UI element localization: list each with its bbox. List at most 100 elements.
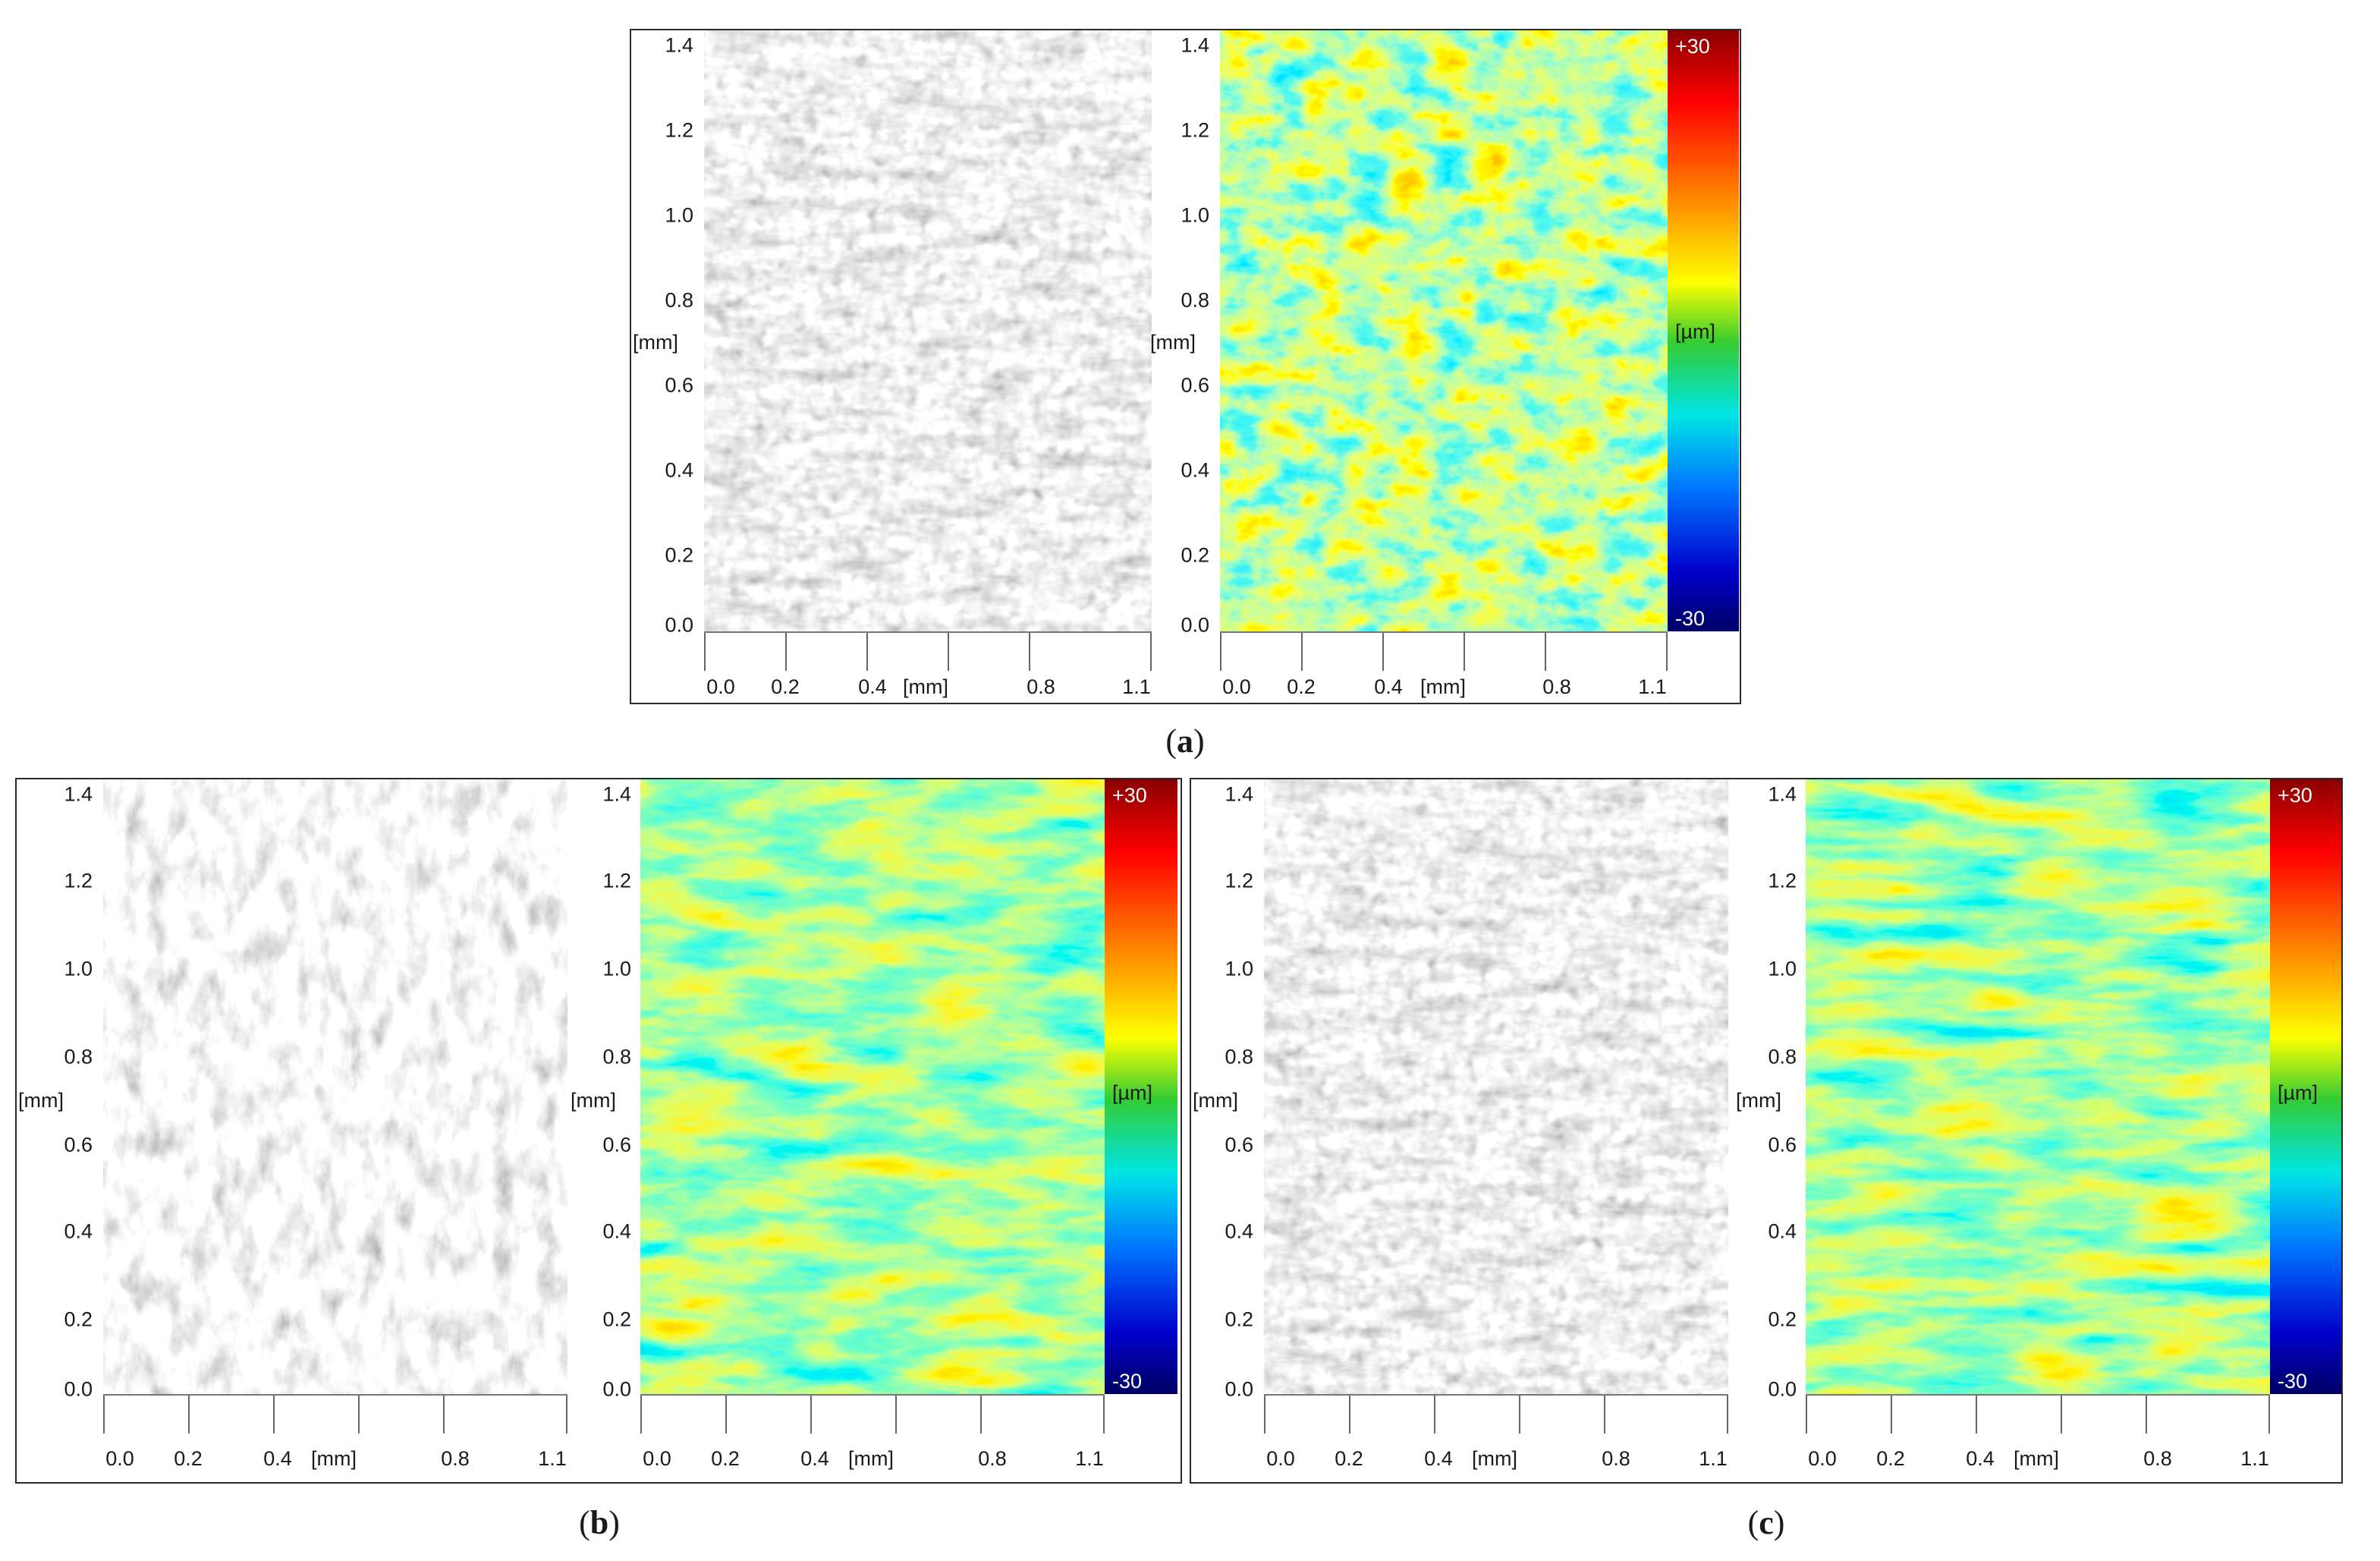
x-tick-label: 0.8 xyxy=(978,1447,1007,1470)
x-tick-mark xyxy=(785,633,787,671)
y-tick-label: 0.4 xyxy=(1768,1220,1797,1243)
y-tick-label: 0.2 xyxy=(602,1308,631,1331)
colorbar xyxy=(1105,779,1177,1394)
x-tick-mark xyxy=(2146,1396,2147,1434)
x-axis-unit: [mm] xyxy=(2014,1447,2059,1470)
y-tick-label: 0.2 xyxy=(64,1308,93,1331)
x-tick-mark xyxy=(1029,633,1030,671)
caption-b: (b) xyxy=(579,1504,620,1541)
x-tick-mark xyxy=(980,1396,982,1434)
y-tick-label: 0.2 xyxy=(1225,1308,1253,1331)
x-tick-mark xyxy=(1382,633,1384,671)
y-tick-label: 0.8 xyxy=(1181,288,1209,312)
y-tick-label: 1.2 xyxy=(602,869,631,892)
caption-a: (a) xyxy=(1165,722,1205,760)
y-tick-label: 1.0 xyxy=(64,957,93,980)
y-tick-label: 0.6 xyxy=(1225,1133,1253,1157)
x-tick-label: 1.1 xyxy=(2240,1447,2269,1470)
x-axis-unit: [mm] xyxy=(848,1447,894,1470)
y-axis-unit: [mm] xyxy=(571,1089,616,1112)
y-tick-label: 0.6 xyxy=(1768,1133,1797,1157)
x-tick-mark xyxy=(1349,1396,1350,1434)
height-map-image xyxy=(1220,30,1668,631)
x-tick-label: 0.0 xyxy=(1266,1447,1295,1470)
x-axis-unit: [mm] xyxy=(311,1447,357,1470)
x-tick-label: 0.2 xyxy=(771,675,800,698)
colorbar-unit-label: [µm] xyxy=(1112,1081,1153,1104)
y-axis-unit: [mm] xyxy=(18,1089,64,1112)
x-tick-mark xyxy=(895,1396,897,1434)
x-axis-unit: [mm] xyxy=(903,675,948,698)
y-tick-label: 0.8 xyxy=(1768,1045,1797,1068)
x-tick-mark xyxy=(866,633,868,671)
x-tick-mark xyxy=(704,633,706,671)
x-tick-label: 0.0 xyxy=(643,1447,671,1470)
y-tick-label: 0.6 xyxy=(665,373,693,397)
x-tick-label: 0.2 xyxy=(1876,1447,1905,1470)
y-tick-label: 0.8 xyxy=(602,1045,631,1068)
x-axis-line xyxy=(704,631,1152,633)
x-tick-label: 0.4 xyxy=(1966,1447,1995,1470)
x-tick-mark xyxy=(273,1396,275,1434)
y-tick-label: 1.0 xyxy=(1181,203,1209,227)
x-tick-label: 0.2 xyxy=(1287,675,1316,698)
micrograph-image xyxy=(1264,779,1728,1394)
y-tick-label: 0.4 xyxy=(665,458,693,482)
x-tick-label: 0.8 xyxy=(2143,1447,2172,1470)
y-tick-label: 0.0 xyxy=(602,1377,631,1401)
x-tick-label: 1.1 xyxy=(1638,675,1667,698)
x-tick-label: 0.0 xyxy=(1222,675,1251,698)
y-tick-label: 0.4 xyxy=(64,1220,93,1243)
x-tick-label: 0.4 xyxy=(800,1447,829,1470)
colorbar-max-label: +30 xyxy=(1112,784,1147,807)
y-tick-label: 1.2 xyxy=(1768,869,1797,892)
colorbar xyxy=(2270,779,2341,1394)
x-tick-label: 1.1 xyxy=(1122,675,1151,698)
x-tick-mark xyxy=(103,1396,105,1434)
y-tick-label: 1.2 xyxy=(64,869,93,892)
x-tick-mark xyxy=(443,1396,445,1434)
x-tick-label: 0.2 xyxy=(711,1447,740,1470)
y-tick-label: 0.6 xyxy=(602,1133,631,1157)
x-tick-mark xyxy=(725,1396,727,1434)
x-tick-mark xyxy=(566,1396,567,1434)
y-tick-label: 0.6 xyxy=(1181,373,1209,397)
y-axis-unit: [mm] xyxy=(633,331,678,354)
y-tick-label: 1.4 xyxy=(1181,33,1209,57)
caption-c: (c) xyxy=(1747,1504,1785,1541)
y-tick-label: 0.2 xyxy=(665,543,693,567)
x-tick-mark xyxy=(640,1396,642,1434)
x-axis-line xyxy=(1806,1394,2270,1396)
y-tick-label: 1.4 xyxy=(1225,782,1253,806)
x-tick-mark xyxy=(810,1396,812,1434)
x-tick-label: 0.4 xyxy=(1374,675,1403,698)
y-tick-label: 1.0 xyxy=(1225,957,1253,980)
y-tick-label: 0.0 xyxy=(1768,1377,1797,1401)
x-tick-mark xyxy=(2268,1396,2270,1434)
y-tick-label: 0.4 xyxy=(1181,458,1209,482)
y-tick-label: 0.0 xyxy=(1181,613,1209,637)
y-axis-unit: [mm] xyxy=(1150,331,1196,354)
x-tick-mark xyxy=(1150,633,1152,671)
x-tick-mark xyxy=(1220,633,1221,671)
y-tick-label: 0.6 xyxy=(64,1133,93,1157)
x-tick-label: 0.2 xyxy=(1335,1447,1363,1470)
y-tick-label: 1.0 xyxy=(602,957,631,980)
x-tick-mark xyxy=(1103,1396,1105,1434)
x-tick-mark xyxy=(1976,1396,1977,1434)
y-tick-label: 0.0 xyxy=(1225,1377,1253,1401)
x-tick-mark xyxy=(1464,633,1465,671)
x-tick-label: 0.0 xyxy=(706,675,735,698)
y-tick-label: 1.2 xyxy=(1225,869,1253,892)
x-tick-mark xyxy=(1545,633,1546,671)
micrograph-image xyxy=(103,779,567,1394)
y-tick-label: 0.8 xyxy=(64,1045,93,1068)
x-tick-mark xyxy=(2061,1396,2062,1434)
y-tick-label: 0.4 xyxy=(602,1220,631,1243)
colorbar xyxy=(1668,30,1739,631)
panel-c: +30 -30 [µm] 1.4 1.2 1.0 0.8 [mm] 0.6 0.… xyxy=(1190,778,2343,1484)
x-tick-label: 0.8 xyxy=(441,1447,470,1470)
x-tick-label: 0.0 xyxy=(1808,1447,1837,1470)
y-tick-label: 0.0 xyxy=(665,613,693,637)
height-map-image xyxy=(640,779,1105,1394)
